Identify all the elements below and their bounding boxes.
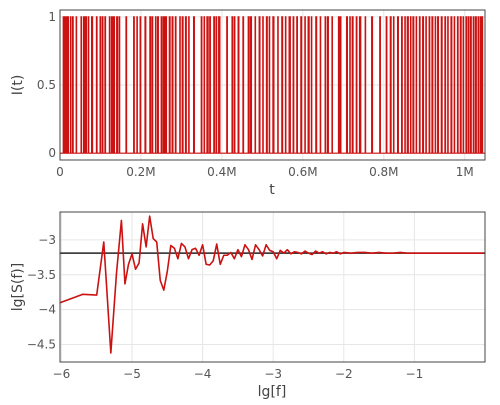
telegraph-signal-line <box>60 16 485 154</box>
bottom-y-tick-label: −4 <box>38 303 56 317</box>
top-y-tick-labels: 00.51 <box>37 10 56 160</box>
top-x-tick-label: 0.4M <box>207 165 236 179</box>
top-x-tick-labels: 0 0.2M 0.4M 0.6M 0.8M 1M <box>56 165 474 179</box>
top-y-tick-label: 0.5 <box>37 78 56 92</box>
bottom-x-tick-label: −2 <box>335 367 353 381</box>
bottom-x-tick-labels: −6 −5 −4 −3 −2 −1 <box>53 367 424 381</box>
plot-telegraph-signal: 0 0.2M 0.4M 0.6M 0.8M 1M 00.51 t I(t) <box>10 9 486 198</box>
bottom-x-tick-label: −5 <box>123 367 141 381</box>
bottom-x-tick-label: −3 <box>264 367 282 381</box>
bottom-x-tick-label: −1 <box>406 367 424 381</box>
top-y-axis-title: I(t) <box>10 75 26 96</box>
top-series-layer <box>60 16 485 154</box>
bottom-y-tick-labels: −4.5 −4 −3.5 −3 <box>27 233 56 352</box>
bottom-x-tick-label: −6 <box>53 367 71 381</box>
top-x-tick-label: 0.8M <box>369 165 398 179</box>
top-y-tick-label: 1 <box>48 10 56 24</box>
bottom-y-tick-label: −3.5 <box>27 268 56 282</box>
spectrum-line <box>59 215 484 354</box>
top-x-tick-label: 1M <box>456 165 474 179</box>
bottom-x-tick-label: −4 <box>194 367 212 381</box>
top-x-tick-label: 0 <box>56 165 64 179</box>
bottom-series-layer <box>59 215 484 354</box>
bottom-x-axis-title: lg[f] <box>258 384 287 400</box>
top-y-tick-label: 0 <box>48 146 56 160</box>
plot-power-spectrum: −6 −5 −4 −3 −2 −1 −4.5 −4 −3.5 −3 lg[f] lg[S(f)] <box>10 211 486 400</box>
bottom-gridlines <box>60 212 485 362</box>
top-x-tick-label: 0.6M <box>288 165 317 179</box>
bottom-y-tick-label: −3 <box>38 233 56 247</box>
bottom-y-tick-label: −4.5 <box>27 338 56 352</box>
bottom-y-axis-title: lg[S(f)] <box>10 263 26 311</box>
bottom-plot-frame <box>59 211 486 363</box>
top-x-tick-label: 0.2M <box>126 165 155 179</box>
top-x-axis-title: t <box>269 182 275 198</box>
top-plot-frame <box>59 9 486 161</box>
